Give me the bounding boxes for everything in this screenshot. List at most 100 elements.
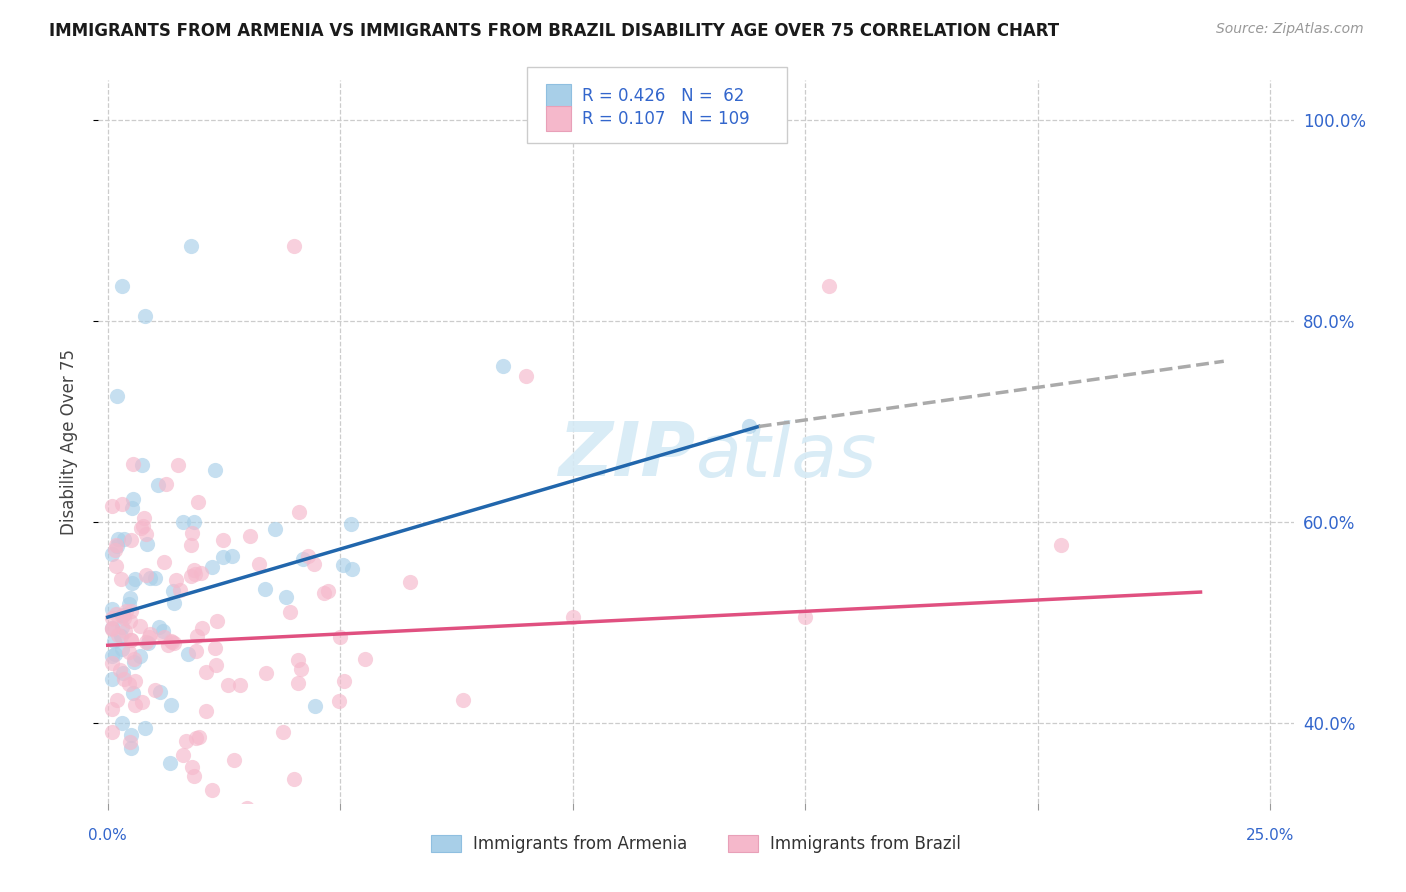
Point: [515, 369, 537, 384]
Point: [794, 610, 817, 624]
Point: [118, 591, 141, 605]
Point: [180, 760, 202, 774]
Point: [120, 604, 142, 618]
Point: [183, 769, 205, 783]
Point: [287, 676, 309, 690]
Point: [212, 549, 235, 564]
Point: [101, 672, 124, 686]
Point: [120, 632, 142, 647]
Point: [340, 562, 363, 576]
Point: [264, 523, 287, 537]
Point: [110, 629, 132, 643]
Point: [1050, 538, 1073, 552]
Point: [101, 621, 124, 635]
Point: [273, 725, 295, 739]
Point: [111, 666, 134, 681]
Point: [104, 559, 127, 574]
Point: [190, 811, 212, 825]
Point: [134, 721, 156, 735]
Point: [332, 558, 354, 572]
Point: [101, 547, 124, 561]
Point: [184, 731, 207, 746]
Point: [318, 583, 340, 598]
Point: [129, 520, 152, 534]
Point: [155, 476, 177, 491]
Point: [329, 630, 352, 644]
Point: [101, 724, 124, 739]
Point: [172, 747, 194, 762]
Point: [187, 495, 209, 509]
Point: [290, 662, 312, 676]
Point: [131, 695, 153, 709]
Point: [354, 652, 377, 666]
Point: [221, 549, 243, 563]
Point: [111, 279, 134, 293]
Point: [120, 614, 142, 628]
Point: [124, 572, 146, 586]
Point: [148, 620, 170, 634]
Point: [274, 590, 297, 604]
Point: [183, 563, 205, 577]
Point: [149, 685, 172, 699]
Point: [167, 458, 190, 472]
Point: [103, 634, 125, 648]
Text: atlas: atlas: [696, 420, 877, 492]
Point: [163, 596, 186, 610]
Point: [112, 673, 135, 687]
Point: [105, 693, 128, 707]
Text: R = 0.426   N =  62: R = 0.426 N = 62: [582, 87, 744, 105]
Point: [177, 648, 200, 662]
Point: [105, 539, 128, 553]
Point: [153, 555, 176, 569]
Point: [132, 511, 155, 525]
Point: [217, 678, 239, 692]
Point: [183, 567, 205, 582]
Point: [115, 604, 138, 618]
Point: [101, 702, 124, 716]
Point: [451, 693, 474, 707]
Y-axis label: Disability Age Over 75: Disability Age Over 75: [59, 349, 77, 534]
Point: [333, 673, 356, 688]
Point: [129, 619, 152, 633]
Point: [162, 584, 184, 599]
Point: [187, 730, 209, 744]
Point: [111, 620, 134, 634]
Point: [254, 665, 277, 680]
Point: [183, 515, 205, 529]
Point: [153, 630, 176, 644]
Point: [180, 239, 202, 253]
Point: [111, 609, 134, 624]
Point: [101, 648, 124, 663]
Point: [139, 570, 162, 584]
Point: [180, 538, 202, 552]
Point: [173, 515, 195, 529]
Point: [205, 614, 228, 628]
Point: [108, 663, 131, 677]
Point: [120, 740, 142, 755]
Point: [124, 698, 146, 712]
Point: [112, 608, 135, 623]
Point: [328, 694, 350, 708]
Point: [101, 611, 124, 625]
Point: [143, 683, 166, 698]
Point: [163, 636, 186, 650]
Point: [134, 309, 156, 323]
Point: [122, 686, 145, 700]
Point: [287, 653, 309, 667]
Point: [239, 529, 262, 543]
Point: [195, 704, 218, 718]
Point: [817, 279, 839, 293]
Point: [120, 533, 142, 548]
Point: [101, 656, 124, 670]
Point: [131, 458, 153, 472]
Point: [160, 634, 183, 648]
Point: [236, 801, 259, 815]
Point: [283, 239, 305, 253]
Point: [186, 630, 208, 644]
Point: [114, 624, 136, 639]
Point: [159, 756, 181, 770]
Point: [195, 665, 218, 679]
Point: [201, 783, 224, 797]
Point: [101, 623, 124, 637]
Point: [399, 574, 422, 589]
